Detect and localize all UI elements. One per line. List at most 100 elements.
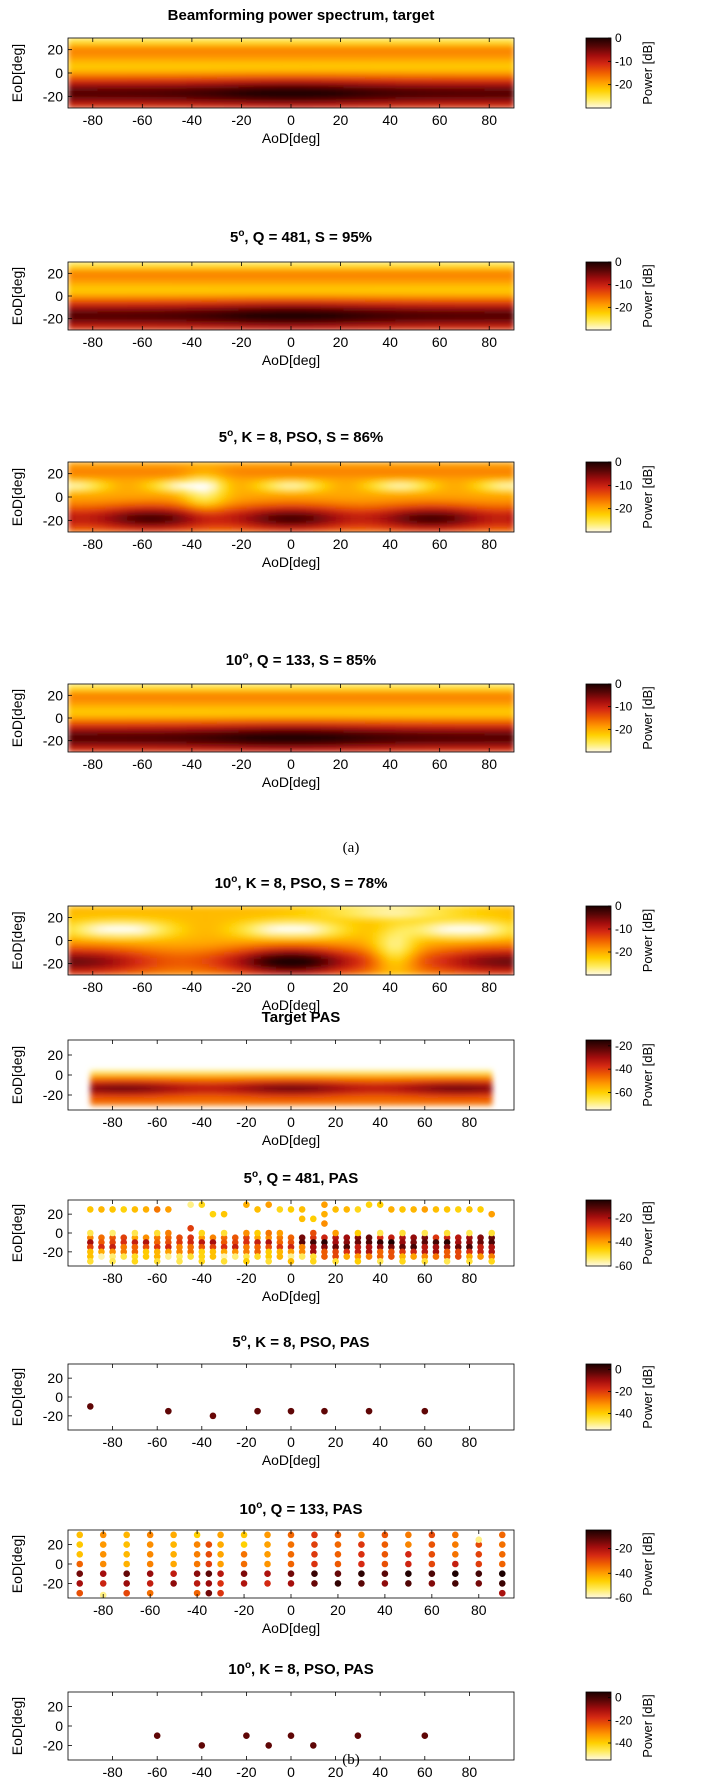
heatmap-cell: [105, 462, 113, 466]
y-tick-label: 20: [47, 466, 63, 482]
chart-title: Beamforming power spectrum, target: [168, 7, 435, 24]
heatmap-cell: [113, 38, 121, 42]
x-tick-label: 80: [481, 112, 497, 128]
heatmap-cell: [127, 684, 135, 687]
heatmap-cell: [328, 462, 336, 466]
heatmap-cell: [269, 462, 277, 466]
heatmap-cell: [388, 38, 396, 42]
x-tick-label: 0: [287, 334, 295, 350]
heatmap-cell: [232, 262, 240, 265]
y-tick-label: -20: [43, 88, 63, 104]
x-tick-label: 20: [333, 112, 349, 128]
heatmap-cell: [224, 38, 232, 42]
heatmap-cell: [239, 462, 247, 466]
heatmap-cell: [328, 262, 336, 265]
heatmap-cell: [343, 38, 351, 42]
heatmap-cell: [313, 262, 321, 265]
heatmap-cell: [172, 684, 180, 687]
x-tick-label: -40: [182, 112, 202, 128]
heatmap-cell: [358, 38, 366, 42]
heatmap-cell: [343, 462, 351, 466]
heatmap-cell: [291, 262, 299, 265]
heatmap-cell: [98, 462, 106, 466]
y-axis-label: EoD[deg]: [9, 44, 25, 102]
heatmap-cell: [217, 38, 225, 42]
heatmap-cell: [157, 262, 165, 265]
x-axis-label: AoD[deg]: [262, 130, 320, 146]
colorbar-tick-label: 0: [615, 31, 622, 45]
y-tick-label: 0: [55, 489, 63, 505]
heatmap-cell: [455, 38, 463, 42]
heatmap-cell: [150, 262, 158, 265]
heatmap-cell: [120, 462, 128, 466]
heatmap-cell: [127, 262, 135, 265]
heatmap-cell: [432, 38, 440, 42]
heatmap-cell: [180, 262, 188, 265]
x-axis-label: AoD[deg]: [262, 554, 320, 570]
heatmap-cell: [276, 262, 284, 265]
x-tick-label: 40: [382, 536, 398, 552]
x-axis-label: AoD[deg]: [262, 352, 320, 368]
x-tick-label: -80: [83, 334, 103, 350]
heatmap-cell: [276, 462, 284, 466]
heatmap-cell: [499, 262, 507, 265]
heatmap-cell: [135, 38, 143, 42]
heatmap-cell: [142, 684, 150, 687]
heatmap-cell: [492, 262, 500, 265]
x-tick-label: 60: [432, 112, 448, 128]
heatmap-cell: [98, 684, 106, 687]
colorbar-tick-label: -10: [615, 478, 633, 492]
heatmap-cell: [313, 38, 321, 42]
x-tick-label: 0: [287, 536, 295, 552]
heatmap-cell: [365, 262, 373, 265]
heatmap-cell: [90, 38, 98, 42]
heatmap-cell: [492, 462, 500, 466]
heatmap-cell: [507, 462, 515, 466]
heatmap-cell: [336, 462, 344, 466]
heatmap-cell: [142, 38, 150, 42]
heatmap-cell: [172, 462, 180, 466]
heatmap-cell: [209, 684, 217, 687]
heatmap-cell: [75, 462, 83, 466]
x-tick-label: 20: [333, 334, 349, 350]
chart-panel-1: Beamforming power spectrum, target-80-60…: [9, 7, 655, 146]
heatmap-cells: [68, 684, 515, 753]
heatmap-cell: [120, 684, 128, 687]
heatmap-cell: [447, 262, 455, 265]
heatmap-cell: [321, 462, 329, 466]
heatmap-cell: [187, 38, 195, 42]
heatmap-cell: [142, 262, 150, 265]
heatmap-cell: [284, 262, 292, 265]
plot-area: [68, 262, 515, 331]
y-axis-label: EoD[deg]: [9, 468, 25, 526]
x-tick-label: -80: [83, 112, 103, 128]
x-tick-label: -60: [132, 536, 152, 552]
x-tick-label: -80: [83, 536, 103, 552]
y-tick-label: 0: [55, 288, 63, 304]
heatmap-cell: [83, 684, 91, 687]
heatmap-cell: [477, 38, 485, 42]
heatmap-cells: [68, 262, 515, 331]
heatmap-cell: [68, 684, 76, 687]
heatmap-cell: [350, 38, 358, 42]
heatmap-cell: [75, 684, 83, 687]
heatmap-cells: [68, 462, 515, 533]
colorbar-tick-label: -20: [615, 78, 633, 92]
colorbar: [586, 462, 611, 532]
heatmap-cell: [68, 262, 76, 265]
x-tick-label: -20: [231, 536, 251, 552]
heatmap-cell: [194, 462, 202, 466]
y-tick-label: -20: [43, 512, 63, 528]
heatmap-cell: [291, 462, 299, 466]
heatmap-cell: [120, 262, 128, 265]
heatmap-cell: [462, 462, 470, 466]
heatmap-cell: [90, 262, 98, 265]
colorbar-tick-label: -10: [615, 54, 633, 68]
heatmap-cell: [180, 684, 188, 687]
heatmap-cell: [83, 38, 91, 42]
heatmap-cell: [135, 684, 143, 687]
heatmap-cell: [432, 262, 440, 265]
heatmap-cell: [403, 262, 411, 265]
heatmap-cell: [172, 38, 180, 42]
